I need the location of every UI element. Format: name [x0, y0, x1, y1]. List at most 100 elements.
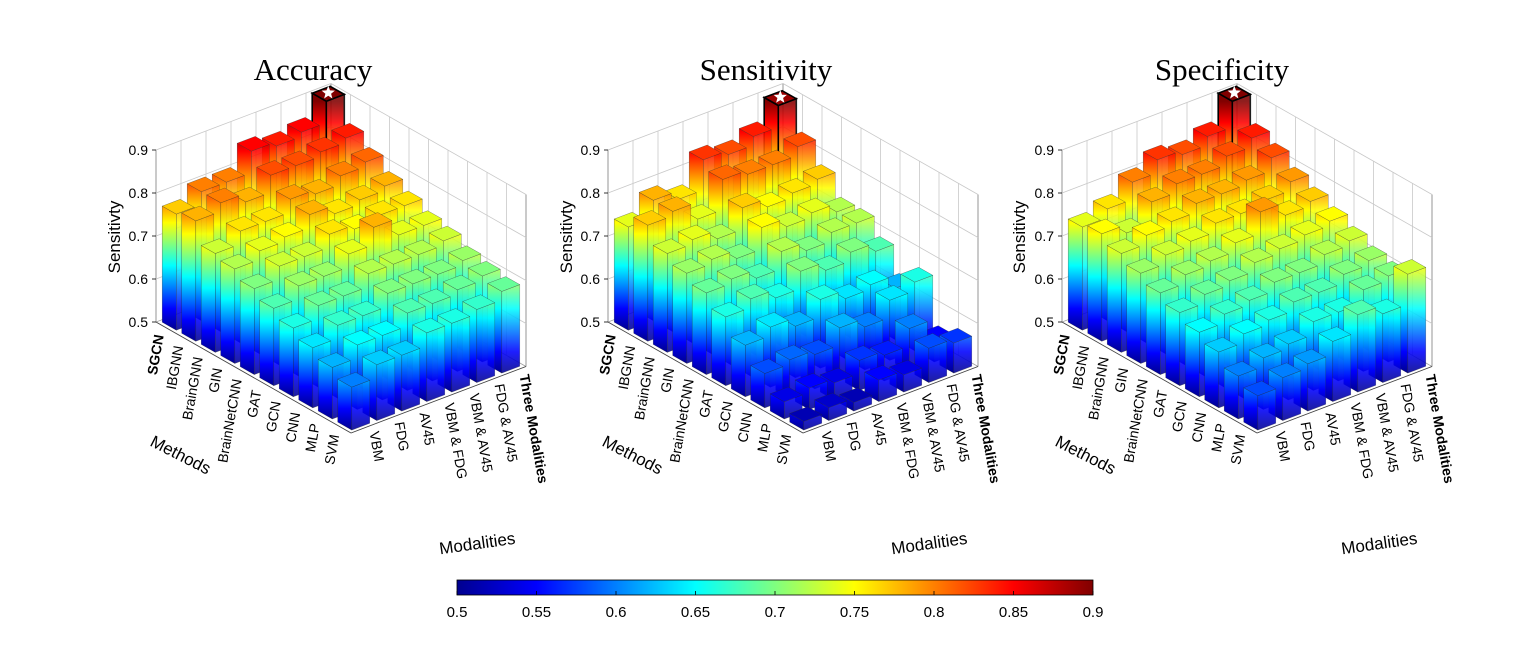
z-tick-label: 0.7: [581, 228, 601, 244]
method-tick-label: IBGNN: [163, 344, 186, 390]
modality-tick-label: VBM & AV45: [467, 392, 497, 474]
method-tick-label: CNN: [734, 411, 755, 444]
y-axis-label: Modalities: [438, 529, 516, 558]
colorbar-tick-label: 0.7: [765, 604, 786, 621]
modality-tick-label: AV45: [417, 411, 439, 447]
star-marker: [1227, 85, 1241, 99]
modality-tick-label: VBM: [367, 430, 388, 463]
method-tick-label: SGCN: [1050, 333, 1073, 376]
bar: [1268, 362, 1302, 422]
bar: [769, 386, 803, 420]
z-tick-label: 0.7: [1035, 228, 1055, 244]
colorbar-tick-label: 0.9: [1083, 604, 1104, 621]
z-tick-label: 0.5: [1035, 314, 1055, 330]
panel-zticks: 0.5 0.6 0.7 0.8 0.9: [1035, 142, 1062, 330]
modality-tick-label: FDG & AV45: [1398, 383, 1428, 464]
panel-sensitivity: Sensitivity 0.50.60.70.80.9 SGCNIBGNNBra…: [557, 52, 1004, 558]
colorbar-tick-label: 0.65: [681, 604, 710, 621]
z-tick-label: 0.9: [129, 142, 149, 158]
bar: [814, 392, 848, 422]
modality-tick-label: VBM: [819, 430, 840, 463]
modality-tick-label: FDG: [1298, 421, 1319, 453]
z-axis-label: Sensitivty: [557, 200, 576, 273]
method-tick-label: SVM: [773, 433, 794, 466]
modality-tick-label: VBM & FDG: [1348, 402, 1377, 481]
method-tick-label: GIN: [1111, 367, 1131, 394]
method-tick-label: MLP: [754, 422, 775, 453]
colorbar-tick-label: 0.75: [840, 604, 869, 621]
y-axis-label: Modalities: [1340, 529, 1418, 558]
colorbar-tick-label: 0.8: [924, 604, 945, 621]
modality-tick-label: Three Modalities: [517, 373, 552, 485]
bar: [337, 372, 371, 431]
method-tick-label: SVM: [321, 433, 342, 466]
method-tick-label: GAT: [696, 388, 717, 419]
method-tick-label: IBGNN: [1069, 344, 1092, 390]
star-marker: [321, 85, 335, 99]
method-tick-label: GCN: [715, 400, 736, 433]
x-axis-label: Methods: [599, 432, 666, 479]
colorbar-tick-label: 0.55: [522, 604, 551, 621]
z-tick-label: 0.8: [581, 185, 601, 201]
panel-zticks: 0.5 0.6 0.7 0.8 0.9: [129, 142, 156, 330]
modality-tick-label: FDG & AV45: [492, 383, 522, 464]
bar: [1293, 348, 1327, 412]
modality-tick-label: AV45: [1323, 411, 1345, 447]
z-tick-label: 0.9: [1035, 142, 1055, 158]
star-marker: [773, 90, 787, 103]
z-tick-label: 0.6: [581, 271, 601, 287]
panel-title: Specificity: [1155, 52, 1290, 87]
panel-bars: [161, 85, 521, 431]
z-axis-label: Sensitivty: [1010, 200, 1029, 273]
z-tick-label: 0.6: [1035, 271, 1055, 287]
bar: [789, 406, 823, 431]
modality-tick-label: Three Modalities: [1423, 373, 1458, 485]
modality-tick-label: VBM: [1273, 430, 1294, 463]
method-tick-label: IBGNN: [615, 344, 638, 390]
method-tick-label: MLP: [1208, 422, 1229, 453]
method-tick-label: MLP: [302, 422, 323, 453]
x-axis-label: Methods: [147, 432, 214, 479]
bar: [437, 308, 471, 393]
panel-bars: [613, 89, 973, 431]
panel-title: Sensitivity: [700, 52, 833, 87]
colorbar-tick-label: 0.85: [999, 604, 1028, 621]
colorbar-ticks: 0.5 0.55 0.6 0.65 0.7 0.75 0.8 0.85 0.9: [447, 591, 1104, 621]
modality-tick-label: FDG: [844, 421, 865, 453]
method-tick-label: CNN: [1188, 411, 1209, 444]
colorbar-tick-label: 0.5: [447, 604, 468, 621]
z-tick-label: 0.8: [129, 185, 149, 201]
method-tick-label: GCN: [1169, 400, 1190, 433]
method-tick-label: GAT: [1150, 388, 1171, 419]
z-tick-label: 0.5: [581, 314, 601, 330]
method-tick-label: SGCN: [144, 333, 167, 376]
method-tick-label: GIN: [205, 367, 225, 394]
bar: [914, 333, 948, 384]
panel-accuracy: Accuracy 0.50.60.70.80.9 SGCNIBGNNBrainG…: [105, 52, 552, 558]
modality-tick-label: VBM & FDG: [442, 402, 471, 481]
bar: [1243, 380, 1277, 431]
modality-tick-label: FDG: [392, 421, 413, 453]
method-tick-label: SGCN: [596, 333, 619, 376]
method-tick-label: GIN: [657, 367, 677, 394]
y-axis-label: Modalities: [890, 529, 968, 558]
modality-tick-label: VBM & AV45: [919, 392, 949, 474]
modality-tick-label: FDG & AV45: [944, 383, 974, 464]
modality-tick-label: VBM & AV45: [1373, 392, 1403, 474]
modality-tick-label: AV45: [869, 411, 891, 447]
z-tick-label: 0.7: [129, 228, 149, 244]
method-tick-label: CNN: [282, 411, 303, 444]
modality-tick-label: Three Modalities: [969, 373, 1004, 485]
x-axis-label: Methods: [1052, 432, 1119, 479]
method-tick-label: GAT: [244, 388, 265, 419]
z-tick-label: 0.9: [581, 142, 601, 158]
z-tick-label: 0.5: [129, 314, 149, 330]
method-tick-label: GCN: [263, 400, 284, 433]
panel-bars: [1067, 85, 1427, 431]
modality-tick-label: VBM & FDG: [894, 402, 923, 481]
z-tick-label: 0.6: [129, 271, 149, 287]
z-axis-label: Sensitivty: [105, 200, 124, 273]
panel-zticks: 0.5 0.6 0.7 0.8 0.9: [581, 142, 608, 330]
